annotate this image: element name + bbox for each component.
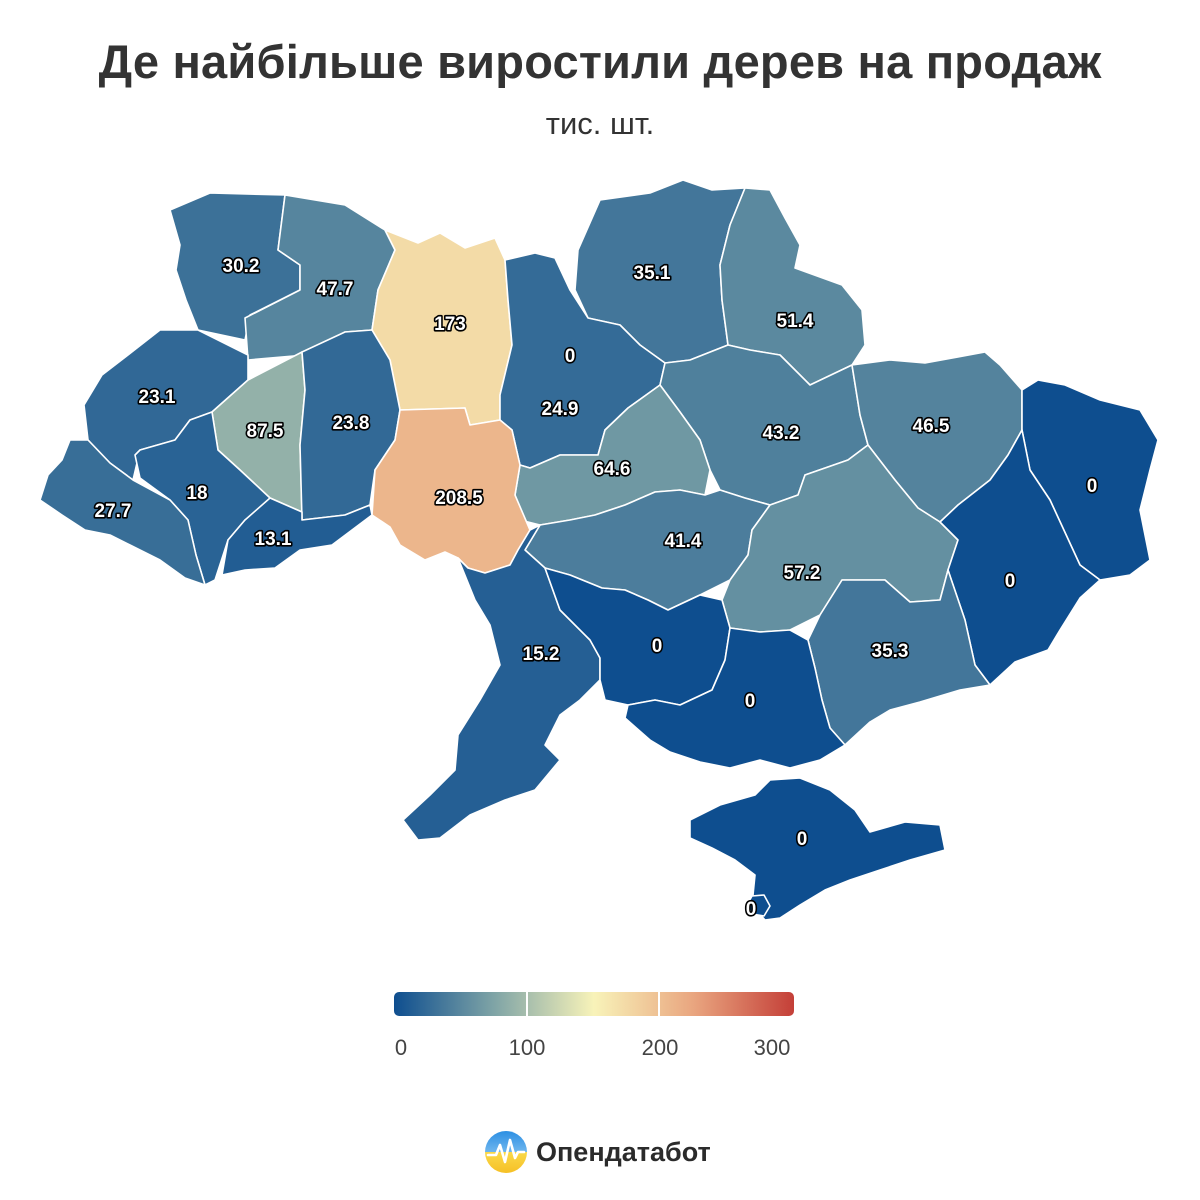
legend-separator	[658, 992, 660, 1016]
region-value-label-lviv: 23.1	[139, 387, 176, 408]
brand-footer: Опендатабот	[484, 1130, 711, 1174]
region-value-label-vinnytsia: 208.5	[435, 488, 483, 509]
color-legend	[394, 992, 794, 1016]
legend-tick-100: 100	[508, 1035, 546, 1060]
region-value-label-donetsk: 0	[1005, 571, 1016, 592]
region-value-label-sumy: 51.4	[777, 311, 814, 332]
region-crimea	[689, 777, 946, 921]
page-title: Де найбільше виростили дерев на продаж	[98, 35, 1102, 88]
region-value-label-ivano-frankivsk: 18	[186, 483, 207, 504]
region-value-label-khmelnytskyi: 23.8	[333, 413, 370, 434]
region-ivano-frankivsk	[134, 411, 271, 586]
legend-gradient-bar	[394, 992, 794, 1016]
region-odesa	[402, 524, 601, 841]
region-value-label-kirovohrad: 41.4	[665, 531, 702, 552]
region-value-label-zakarpattia: 27.7	[95, 501, 132, 522]
legend-tick-300: 300	[753, 1035, 791, 1060]
region-value-label-kherson: 0	[745, 691, 756, 712]
region-zakarpattia	[39, 439, 206, 586]
opendatabot-logo-icon	[485, 1131, 527, 1173]
legend-tick-0: 0	[394, 1035, 408, 1060]
region-value-label-cherkasy: 64.6	[594, 459, 631, 480]
region-value-label-zhytomyr: 173	[434, 314, 466, 335]
region-value-label-chernivtsi: 13.1	[255, 529, 292, 550]
region-value-label-kharkiv: 46.5	[913, 416, 950, 437]
region-value-label-rivne: 47.7	[317, 279, 354, 300]
region-value-label-chernihiv: 35.1	[634, 263, 671, 284]
page-subtitle: тис. шт.	[545, 106, 655, 141]
region-value-label-dnipropetrovsk: 57.2	[784, 563, 821, 584]
region-value-label-sevastopol: 0	[746, 899, 757, 920]
region-chernivtsi	[221, 497, 373, 576]
legend-separator	[526, 992, 528, 1016]
region-value-label-crimea: 0	[797, 829, 808, 850]
region-value-label-kyiv-oblast: 24.9	[542, 399, 579, 420]
region-value-label-poltava: 43.2	[763, 423, 800, 444]
region-sevastopol	[746, 894, 771, 917]
region-value-label-mykolaiv: 0	[652, 636, 663, 657]
region-value-label-zaporizhzhia: 35.3	[872, 641, 909, 662]
region-value-label-odesa: 15.2	[523, 644, 560, 665]
region-kherson	[624, 627, 846, 769]
legend-tick-200: 200	[641, 1035, 679, 1060]
brand-name: Опендатабот	[536, 1136, 711, 1167]
region-value-label-luhansk: 0	[1087, 476, 1098, 497]
region-value-label-ternopil: 87.5	[247, 421, 284, 442]
region-value-label-volyn: 30.2	[223, 256, 260, 277]
region-value-label-kyiv-city: 0	[565, 346, 576, 367]
